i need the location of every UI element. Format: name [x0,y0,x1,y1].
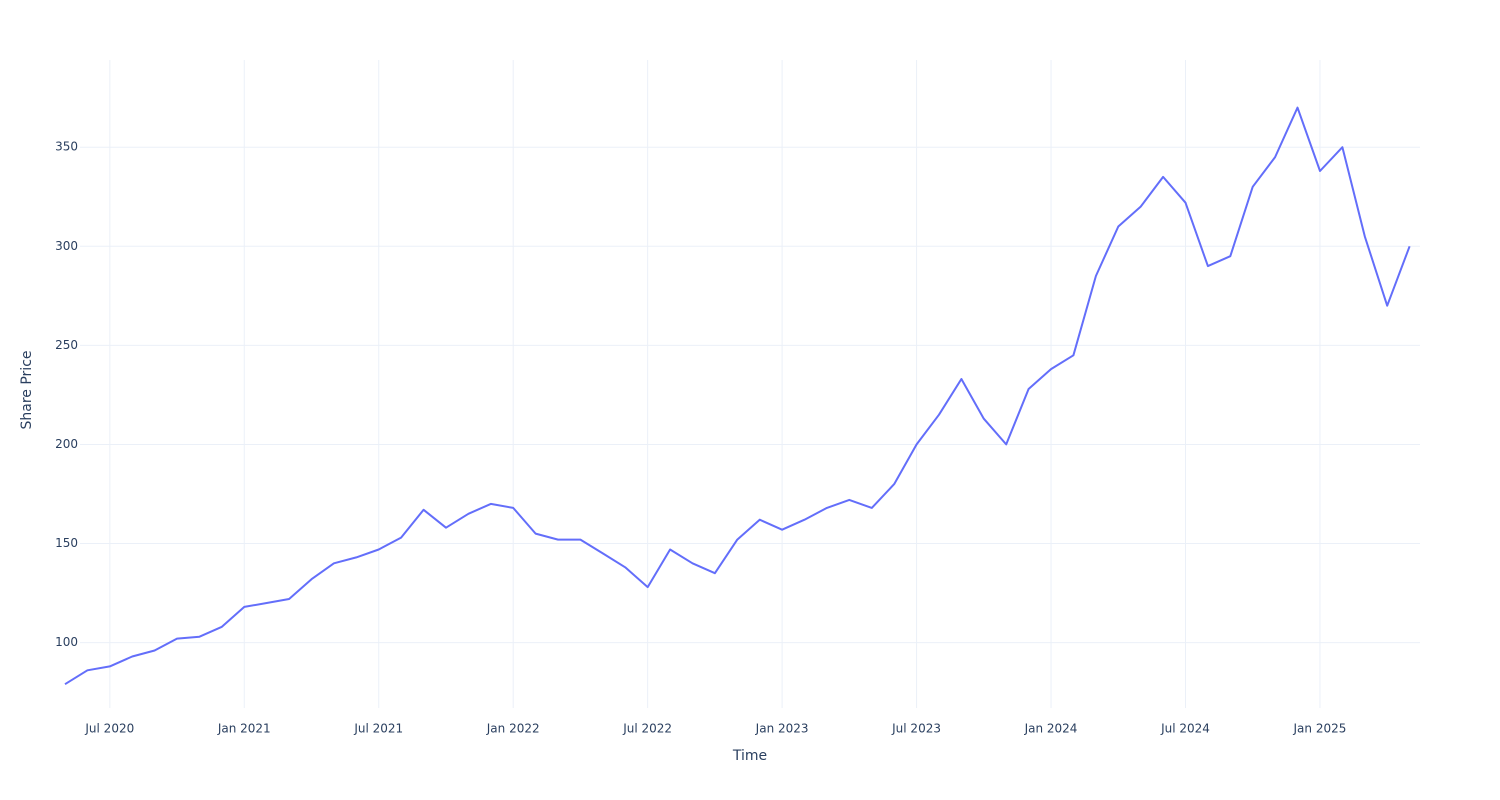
x-tick-label: Jan 2021 [217,722,271,736]
y-tick-label: 150 [55,536,78,550]
x-tick-label: Jul 2024 [1160,722,1210,736]
x-tick-label: Jul 2022 [622,722,672,736]
x-tick-label: Jan 2022 [486,722,540,736]
x-tick-label: Jan 2023 [755,722,809,736]
x-tick-label: Jul 2021 [353,722,403,736]
y-axis-title: Share Price [19,350,35,429]
price-line [64,106,1411,686]
x-axis-title: Time [732,748,767,764]
y-tick-label: 100 [55,635,78,649]
x-tick-label: Jul 2020 [84,722,134,736]
y-tick-label: 300 [55,239,78,253]
x-tick-label: Jan 2025 [1293,722,1347,736]
y-tick-label: 200 [55,437,78,451]
grid [80,60,1420,708]
x-tick-label: Jan 2024 [1024,722,1078,736]
y-tick-label: 250 [55,338,78,352]
x-tick-label: Jul 2023 [891,722,941,736]
y-tick-label: 350 [55,140,78,154]
